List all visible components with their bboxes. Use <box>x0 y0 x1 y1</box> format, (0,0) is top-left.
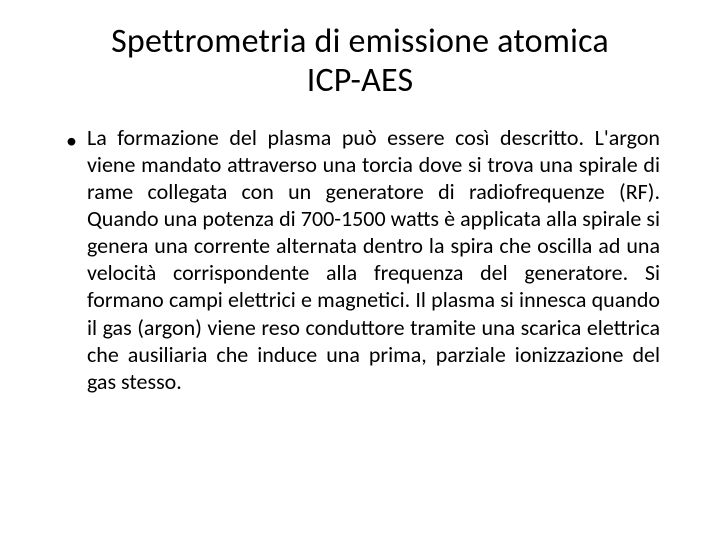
slide: Spettrometria di emissione atomica ICP-A… <box>0 0 720 540</box>
slide-title: Spettrometria di emissione atomica ICP-A… <box>60 22 660 100</box>
bullet-dot-icon: • <box>66 124 87 156</box>
bullet-item: • La formazione del plasma può essere co… <box>66 124 660 394</box>
title-line-1: Spettrometria di emissione atomica <box>111 21 609 62</box>
body-area: • La formazione del plasma può essere co… <box>60 124 660 394</box>
body-text: La formazione del plasma può essere così… <box>87 124 660 394</box>
title-line-2: ICP-AES <box>307 60 414 101</box>
